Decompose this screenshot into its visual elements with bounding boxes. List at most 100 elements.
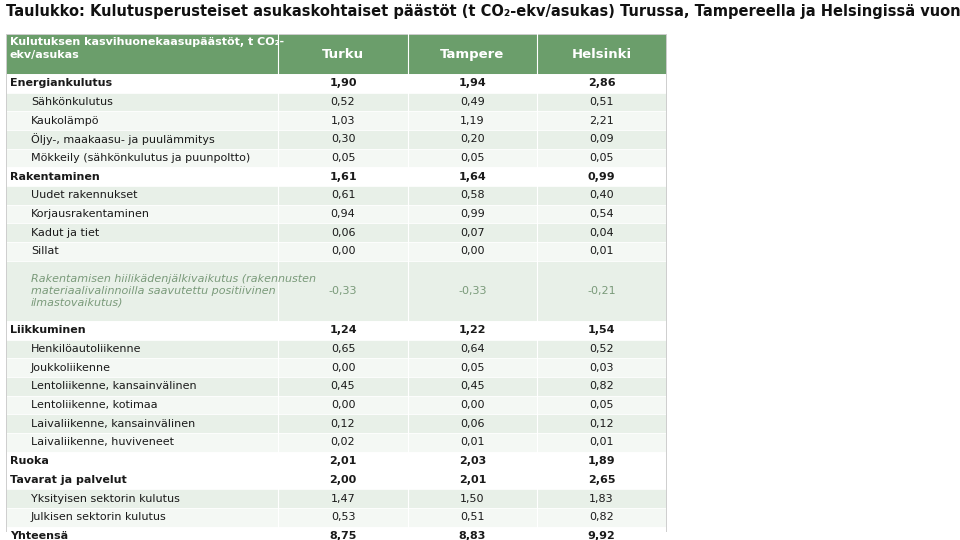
- Text: Kulutuksen kasvihuonekaasupäästöt, t CO₂-
ekv/asukas: Kulutuksen kasvihuonekaasupäästöt, t CO₂…: [10, 37, 284, 60]
- Bar: [6, 414, 666, 433]
- Text: 0,05: 0,05: [460, 363, 485, 373]
- Text: 8,75: 8,75: [329, 531, 357, 540]
- Bar: [6, 205, 666, 224]
- Text: 2,21: 2,21: [589, 116, 613, 126]
- Text: 0,52: 0,52: [589, 344, 613, 354]
- Text: 8,83: 8,83: [459, 531, 486, 540]
- Text: 0,03: 0,03: [589, 363, 613, 373]
- Bar: [6, 92, 666, 111]
- Bar: [6, 111, 666, 130]
- Text: 1,50: 1,50: [460, 494, 485, 504]
- Text: 1,03: 1,03: [331, 116, 355, 126]
- Bar: [6, 261, 666, 321]
- Text: Tavarat ja palvelut: Tavarat ja palvelut: [10, 475, 127, 485]
- Text: Turku: Turku: [322, 48, 364, 60]
- Text: Sillat: Sillat: [31, 246, 59, 256]
- Text: Liikkuminen: Liikkuminen: [10, 325, 85, 335]
- Text: Rakentaminen: Rakentaminen: [10, 172, 100, 181]
- Text: 0,65: 0,65: [331, 344, 355, 354]
- Text: 0,61: 0,61: [331, 191, 355, 200]
- Text: Tampere: Tampere: [441, 48, 505, 60]
- Text: 0,01: 0,01: [460, 437, 485, 448]
- Text: 9,92: 9,92: [588, 531, 615, 540]
- Text: 2,00: 2,00: [329, 475, 357, 485]
- Text: 0,01: 0,01: [589, 246, 613, 256]
- Text: 0,09: 0,09: [589, 134, 613, 144]
- Text: 2,86: 2,86: [588, 78, 615, 88]
- Text: -0,21: -0,21: [588, 286, 615, 296]
- Text: 1,19: 1,19: [460, 116, 485, 126]
- Text: 0,20: 0,20: [460, 134, 485, 144]
- Text: Energiankulutus: Energiankulutus: [10, 78, 112, 88]
- Text: Laivaliikenne, huviveneet: Laivaliikenne, huviveneet: [31, 437, 174, 448]
- Bar: [6, 508, 666, 526]
- Text: -0,33: -0,33: [329, 286, 357, 296]
- Text: 1,47: 1,47: [330, 494, 355, 504]
- Text: Lentoliikenne, kansainvälinen: Lentoliikenne, kansainvälinen: [31, 381, 197, 391]
- Text: Öljy-, maakaasu- ja puulämmitys: Öljy-, maakaasu- ja puulämmitys: [31, 133, 214, 145]
- Text: Kadut ja tiet: Kadut ja tiet: [31, 228, 99, 238]
- Text: Uudet rakennukset: Uudet rakennukset: [31, 191, 137, 200]
- Bar: [6, 470, 666, 489]
- Text: 1,94: 1,94: [459, 78, 487, 88]
- Text: Korjausrakentaminen: Korjausrakentaminen: [31, 209, 150, 219]
- Text: 0,12: 0,12: [331, 418, 355, 429]
- Text: 1,22: 1,22: [459, 325, 486, 335]
- Text: 0,45: 0,45: [331, 381, 355, 391]
- Text: 0,05: 0,05: [460, 153, 485, 163]
- Text: 0,94: 0,94: [330, 209, 355, 219]
- Text: 0,64: 0,64: [460, 344, 485, 354]
- Text: 2,03: 2,03: [459, 456, 486, 466]
- Bar: [6, 186, 666, 205]
- Text: 1,89: 1,89: [588, 456, 615, 466]
- Bar: [6, 340, 666, 359]
- Text: 0,06: 0,06: [331, 228, 355, 238]
- Bar: [6, 167, 666, 186]
- Bar: [6, 489, 666, 508]
- Bar: [6, 242, 666, 261]
- Text: 2,65: 2,65: [588, 475, 615, 485]
- Bar: [6, 224, 666, 242]
- Bar: [6, 321, 666, 340]
- Text: 0,51: 0,51: [460, 512, 485, 522]
- Text: Helsinki: Helsinki: [571, 48, 632, 60]
- Text: 0,00: 0,00: [331, 363, 355, 373]
- Text: Henkilöautoliikenne: Henkilöautoliikenne: [31, 344, 141, 354]
- Text: 0,82: 0,82: [589, 381, 613, 391]
- Text: 0,99: 0,99: [588, 172, 615, 181]
- Bar: [6, 35, 666, 74]
- Bar: [6, 74, 666, 92]
- Text: 2,01: 2,01: [329, 456, 357, 466]
- Text: 0,30: 0,30: [331, 134, 355, 144]
- Text: 0,00: 0,00: [460, 400, 485, 410]
- Text: Ruoka: Ruoka: [10, 456, 49, 466]
- Bar: [6, 396, 666, 414]
- Text: 0,82: 0,82: [589, 512, 613, 522]
- Text: 0,05: 0,05: [589, 400, 613, 410]
- Text: Julkisen sektorin kulutus: Julkisen sektorin kulutus: [31, 512, 166, 522]
- Bar: [6, 130, 666, 148]
- Text: 2,01: 2,01: [459, 475, 486, 485]
- Text: 0,53: 0,53: [331, 512, 355, 522]
- Text: 0,05: 0,05: [589, 153, 613, 163]
- Text: 0,51: 0,51: [589, 97, 613, 107]
- Bar: [6, 359, 666, 377]
- Text: 0,12: 0,12: [589, 418, 613, 429]
- Text: 0,58: 0,58: [460, 191, 485, 200]
- Text: Mökkeily (sähkönkulutus ja puunpoltto): Mökkeily (sähkönkulutus ja puunpoltto): [31, 153, 250, 163]
- Text: 0,05: 0,05: [331, 153, 355, 163]
- Bar: [6, 377, 666, 396]
- Text: -0,33: -0,33: [458, 286, 487, 296]
- Text: Laivaliikenne, kansainvälinen: Laivaliikenne, kansainvälinen: [31, 418, 195, 429]
- Bar: [6, 526, 666, 540]
- Text: 1,83: 1,83: [589, 494, 613, 504]
- Bar: [6, 452, 666, 470]
- Text: 0,04: 0,04: [589, 228, 613, 238]
- Text: Sähkönkulutus: Sähkönkulutus: [31, 97, 112, 107]
- Text: 1,61: 1,61: [329, 172, 357, 181]
- Text: Rakentamisen hiilikädenjälkivaikutus (rakennusten
materiaalivalinnoilla saavutet: Rakentamisen hiilikädenjälkivaikutus (ra…: [31, 274, 316, 308]
- Bar: [6, 148, 666, 167]
- Text: 0,54: 0,54: [589, 209, 613, 219]
- Text: 0,00: 0,00: [460, 246, 485, 256]
- Text: 0,99: 0,99: [460, 209, 485, 219]
